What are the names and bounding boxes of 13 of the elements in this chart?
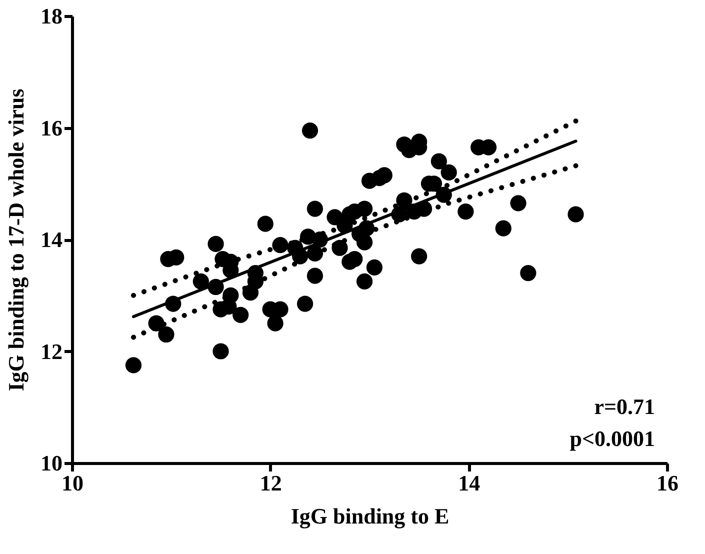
y-tick-label: 16 [40, 115, 62, 140]
y-tick-label: 18 [40, 4, 62, 28]
x-tick-label: 16 [656, 470, 678, 496]
y-tick-label: 14 [40, 227, 62, 252]
x-axis-title: IgG binding to E [290, 504, 450, 528]
y-tick-label: 12 [40, 338, 62, 364]
x-tick-label: 14 [458, 470, 480, 496]
y-axis-title: IgG binding to 17-D whole virus [4, 88, 28, 392]
annotation: r=0.71 [594, 394, 655, 419]
y-tick-label: 10 [40, 450, 62, 476]
x-tick-label: 12 [260, 470, 282, 496]
x-tick-label: 10 [62, 470, 84, 496]
annotation: p<0.0001 [570, 426, 655, 451]
